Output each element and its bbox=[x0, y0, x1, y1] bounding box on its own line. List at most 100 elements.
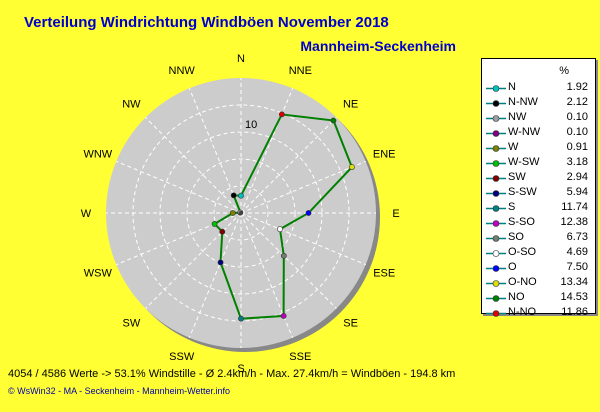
legend-swatch bbox=[486, 310, 506, 317]
legend-label: S bbox=[508, 201, 516, 213]
legend-value: 7.50 bbox=[566, 261, 588, 273]
legend-item: S-SO 12.38 bbox=[482, 216, 595, 231]
legend-label: O bbox=[508, 261, 517, 273]
data-point bbox=[219, 228, 226, 235]
legend-swatch bbox=[486, 250, 506, 257]
legend-item: NW 0.10 bbox=[482, 111, 595, 126]
grid-spoke bbox=[240, 88, 294, 214]
legend-swatch bbox=[486, 100, 506, 107]
legend-swatch bbox=[486, 115, 506, 122]
legend-swatch bbox=[486, 295, 506, 302]
legend-value: 12.38 bbox=[560, 216, 588, 228]
stats-line: 4054 / 4586 Werte -> 53.1% Windstille - … bbox=[8, 368, 456, 380]
data-point bbox=[330, 117, 337, 124]
legend-label: O-NO bbox=[508, 276, 537, 288]
station-name: Mannheim-Seckenheim bbox=[300, 38, 456, 54]
grid-spoke bbox=[145, 117, 242, 214]
grid-spoke bbox=[240, 160, 366, 214]
legend-value: 1.92 bbox=[566, 81, 588, 93]
legend-unit: % bbox=[559, 65, 569, 77]
legend-swatch bbox=[486, 160, 506, 167]
direction-label: SSE bbox=[289, 351, 311, 363]
data-point bbox=[211, 221, 218, 227]
direction-label: ENE bbox=[373, 149, 396, 161]
direction-label: SE bbox=[343, 318, 358, 330]
legend-value: 0.10 bbox=[566, 126, 588, 138]
data-point bbox=[280, 252, 287, 259]
direction-label: WNW bbox=[83, 149, 112, 161]
legend-swatch bbox=[486, 175, 506, 182]
legend-item: W-NW 0.10 bbox=[482, 126, 595, 141]
legend-swatch bbox=[486, 265, 506, 272]
direction-label: NW bbox=[122, 98, 141, 110]
legend-label: W bbox=[508, 141, 519, 153]
direction-label: NNW bbox=[169, 65, 196, 77]
direction-label: WSW bbox=[84, 267, 113, 279]
data-point bbox=[305, 210, 312, 216]
grid-spoke bbox=[116, 160, 242, 214]
legend-swatch bbox=[486, 280, 506, 287]
chart-title: Verteilung Windrichtung Windböen Novembe… bbox=[24, 14, 389, 31]
legend-label: NO bbox=[508, 291, 525, 303]
data-point bbox=[277, 226, 283, 233]
legend-item: S 11.74 bbox=[482, 201, 595, 216]
data-point bbox=[217, 259, 224, 266]
legend-label: N-NO bbox=[508, 306, 537, 318]
data-point bbox=[230, 192, 237, 199]
direction-label: ESE bbox=[373, 267, 395, 279]
legend-swatch bbox=[486, 205, 506, 212]
legend-item: O-NO 13.34 bbox=[482, 276, 595, 291]
data-point bbox=[349, 164, 355, 170]
legend-label: SO bbox=[508, 231, 524, 243]
data-point bbox=[229, 210, 236, 216]
legend-value: 4.69 bbox=[566, 246, 588, 258]
legend-item: N-NO 11.86 bbox=[482, 306, 595, 321]
grid-spoke bbox=[188, 88, 242, 214]
direction-label: E bbox=[392, 208, 399, 220]
data-point bbox=[238, 192, 244, 199]
center-point bbox=[238, 210, 244, 216]
data-point bbox=[278, 111, 285, 118]
legend-item: SO 6.73 bbox=[482, 231, 595, 246]
legend-item: O-SO 4.69 bbox=[482, 246, 595, 261]
legend-value: 11.74 bbox=[561, 201, 588, 213]
legend-value: 5.94 bbox=[566, 186, 588, 198]
grid-spoke bbox=[240, 212, 366, 266]
legend: % N 1.92 N-NW 2.12 NW 0.10 W-NW 0.10 W 0.91 W-SW 3.… bbox=[481, 58, 596, 318]
direction-label: NE bbox=[343, 98, 358, 110]
grid-spoke bbox=[240, 117, 337, 214]
legend-value: 0.91 bbox=[566, 141, 588, 153]
legend-item: SW 2.94 bbox=[482, 171, 595, 186]
credits-line: © WsWin32 - MA - Seckenheim - Mannheim-W… bbox=[8, 386, 231, 396]
legend-swatch bbox=[486, 145, 506, 152]
legend-label: SW bbox=[508, 171, 526, 183]
legend-item: N 1.92 bbox=[482, 81, 595, 96]
grid-spoke bbox=[188, 212, 242, 338]
legend-label: O-SO bbox=[508, 246, 537, 258]
legend-value: 11.86 bbox=[561, 306, 588, 318]
legend-item: W 0.91 bbox=[482, 141, 595, 156]
legend-value: 13.34 bbox=[560, 276, 588, 288]
legend-swatch bbox=[486, 190, 506, 197]
grid-ring bbox=[213, 185, 269, 241]
legend-value: 2.12 bbox=[566, 96, 588, 108]
direction-label: W bbox=[81, 208, 92, 220]
legend-label: N-NW bbox=[508, 96, 538, 108]
legend-item: N-NW 2.12 bbox=[482, 96, 595, 111]
data-point bbox=[280, 313, 287, 319]
legend-swatch bbox=[486, 85, 506, 92]
legend-label: W-NW bbox=[508, 126, 541, 138]
legend-item: W-SW 3.18 bbox=[482, 156, 595, 171]
legend-item: S-SW 5.94 bbox=[482, 186, 595, 201]
legend-value: 3.18 bbox=[566, 156, 588, 168]
legend-value: 6.73 bbox=[566, 231, 588, 243]
legend-label: NW bbox=[508, 111, 527, 123]
direction-label: SW bbox=[123, 318, 141, 330]
grid-ring bbox=[186, 158, 296, 268]
legend-label: W-SW bbox=[508, 156, 540, 168]
legend-item: O 7.50 bbox=[482, 261, 595, 276]
legend-item: NO 14.53 bbox=[482, 291, 595, 306]
legend-value: 2.94 bbox=[566, 171, 588, 183]
